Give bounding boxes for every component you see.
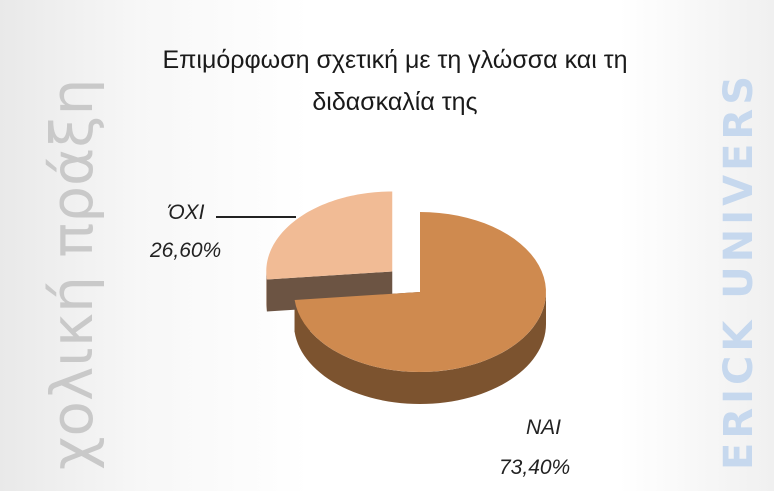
- category-label: ΝΑΙ: [526, 416, 561, 439]
- watermark: χολική πράξη: [38, 79, 106, 470]
- slice-side: [266, 271, 267, 312]
- chart-title: διδασκαλία της: [312, 88, 477, 116]
- chart-title: Επιμόρφωση σχετική με τη γλώσσα και τη: [162, 46, 627, 74]
- slice: [266, 191, 393, 280]
- value-label: 73,40%: [499, 456, 570, 479]
- slice: [294, 212, 546, 372]
- slice-side: [294, 292, 546, 404]
- watermark: ERICK UNIVERS: [716, 72, 762, 470]
- category-label: ΌΧΙ: [167, 201, 205, 224]
- value-label: 26,60%: [149, 239, 221, 262]
